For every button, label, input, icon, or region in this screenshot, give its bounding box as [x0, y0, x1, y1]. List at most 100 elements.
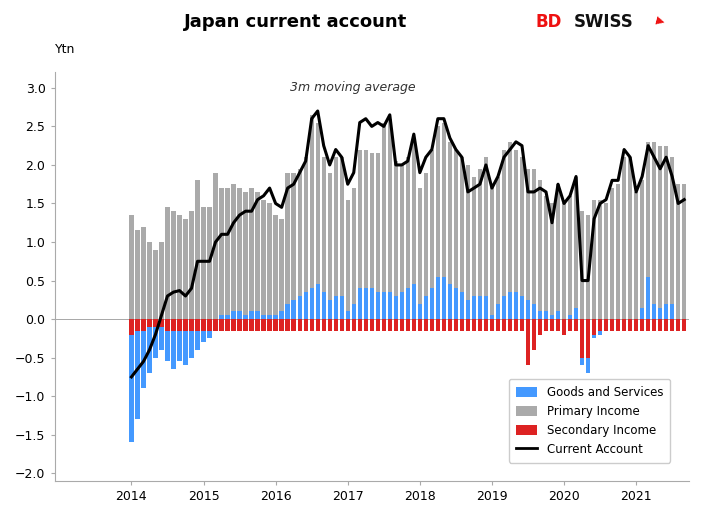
Bar — [616, 319, 620, 323]
Bar — [376, 292, 380, 319]
Bar — [147, 242, 151, 319]
Bar — [400, 292, 404, 319]
Bar — [376, 319, 380, 330]
Bar — [142, 319, 146, 330]
Bar — [453, 289, 458, 319]
Bar — [196, 319, 200, 350]
Bar — [526, 319, 530, 365]
Bar — [508, 292, 512, 319]
Bar — [532, 304, 536, 319]
Bar — [417, 188, 422, 319]
Bar — [616, 319, 620, 330]
Bar — [286, 304, 290, 319]
Bar — [466, 319, 470, 330]
Bar — [640, 180, 644, 319]
Bar — [682, 319, 686, 323]
Bar — [159, 319, 163, 327]
Bar — [135, 319, 139, 330]
Bar — [676, 184, 680, 319]
Bar — [334, 296, 338, 319]
Bar — [448, 284, 452, 319]
Bar — [580, 319, 584, 365]
Bar — [273, 215, 278, 319]
Bar — [586, 319, 590, 373]
Bar — [544, 319, 548, 330]
Bar — [208, 319, 212, 338]
Bar — [628, 319, 632, 323]
Bar — [394, 319, 398, 330]
Bar — [562, 204, 566, 319]
Bar — [153, 319, 158, 327]
Bar — [634, 192, 639, 319]
Bar — [670, 157, 674, 319]
Bar — [358, 319, 362, 330]
Bar — [574, 177, 578, 319]
Bar — [363, 150, 368, 319]
Bar — [484, 319, 488, 330]
Bar — [417, 319, 422, 330]
Bar — [225, 319, 230, 330]
Bar — [670, 304, 674, 319]
Bar — [508, 319, 512, 330]
Bar — [592, 319, 596, 338]
Bar — [544, 196, 548, 319]
Bar — [327, 172, 332, 319]
Legend: Goods and Services, Primary Income, Secondary Income, Current Account: Goods and Services, Primary Income, Seco… — [509, 379, 670, 463]
Bar — [429, 289, 434, 319]
Bar — [370, 153, 374, 319]
Bar — [429, 319, 434, 330]
Bar — [208, 207, 212, 319]
Bar — [400, 165, 404, 319]
Bar — [394, 161, 398, 319]
Bar — [556, 319, 560, 330]
Bar — [580, 319, 584, 357]
Bar — [346, 311, 350, 319]
Bar — [472, 296, 476, 319]
Bar — [130, 319, 134, 335]
Bar — [153, 319, 158, 357]
Bar — [256, 192, 260, 319]
Bar — [334, 157, 338, 319]
Bar — [664, 319, 668, 330]
Bar — [142, 226, 146, 319]
Bar — [460, 292, 464, 319]
Bar — [358, 289, 362, 319]
Bar — [436, 126, 440, 319]
Bar — [249, 319, 253, 330]
Bar — [261, 319, 266, 330]
Bar — [466, 300, 470, 319]
Bar — [574, 308, 578, 319]
Bar — [670, 319, 674, 330]
Bar — [351, 319, 356, 330]
Bar — [412, 284, 416, 319]
Bar — [448, 142, 452, 319]
Bar — [424, 172, 428, 319]
Bar — [201, 207, 206, 319]
Bar — [460, 157, 464, 319]
Bar — [327, 319, 332, 330]
Bar — [526, 300, 530, 319]
Bar — [279, 311, 284, 319]
Bar — [586, 215, 590, 319]
Bar — [225, 315, 230, 319]
Bar — [640, 319, 644, 330]
Bar — [664, 146, 668, 319]
Bar — [201, 319, 206, 342]
Bar — [268, 204, 272, 319]
Bar — [502, 296, 506, 319]
Bar — [441, 123, 446, 319]
Bar — [622, 319, 627, 330]
Bar — [508, 142, 512, 319]
Bar — [147, 319, 151, 373]
Bar — [363, 319, 368, 330]
Bar — [177, 215, 182, 319]
Bar — [363, 289, 368, 319]
Bar — [196, 180, 200, 319]
Bar — [550, 204, 554, 319]
Bar — [682, 319, 686, 330]
Bar — [676, 319, 680, 323]
Bar — [592, 199, 596, 319]
Bar — [646, 142, 650, 319]
Bar — [429, 150, 434, 319]
Bar — [165, 319, 170, 362]
